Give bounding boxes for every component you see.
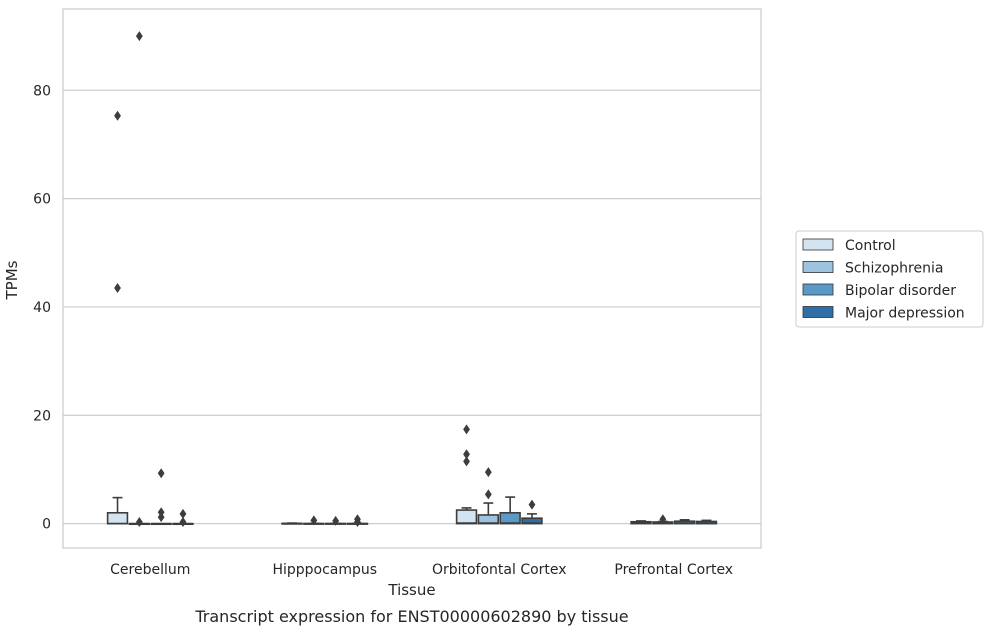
outlier-point	[157, 507, 165, 518]
box-group	[281, 522, 303, 525]
box-body	[455, 509, 478, 525]
y-tick-label: 60	[33, 192, 51, 208]
outlier-point	[310, 515, 318, 526]
box-group	[521, 499, 543, 525]
x-tick-label: Orbitofontal Cortex	[432, 562, 567, 578]
box-group	[630, 520, 652, 525]
outlier-point	[484, 489, 492, 500]
outlier-point	[354, 514, 361, 525]
outlier-point	[114, 282, 121, 293]
box-group	[673, 519, 696, 525]
y-tick-label: 40	[33, 300, 51, 316]
legend-label: Control	[845, 238, 896, 254]
x-tick-label: Hipppocampus	[272, 562, 377, 578]
y-tick-label: 20	[33, 408, 51, 424]
outlier-point	[463, 449, 470, 460]
legend-swatch	[802, 261, 834, 273]
box-group	[324, 515, 347, 526]
legend-swatch	[802, 283, 834, 296]
plot-frame	[62, 8, 762, 549]
y-tick-labels: 0 20 40 60 80	[33, 83, 51, 532]
x-tick-label: Prefrontal Cortex	[614, 562, 733, 578]
y-tick-label: 0	[42, 517, 51, 533]
outlier-point	[135, 516, 143, 527]
outlier-point	[179, 508, 187, 519]
box-body	[106, 511, 129, 525]
box-group	[150, 468, 172, 526]
outlier-point	[528, 499, 536, 510]
box-group	[695, 519, 718, 525]
outlier-point	[114, 110, 121, 121]
box-group	[128, 31, 151, 527]
legend-frame	[795, 230, 984, 328]
box-group	[303, 515, 325, 526]
outlier-point	[332, 515, 340, 526]
box-group	[499, 496, 521, 525]
box-group	[477, 467, 500, 525]
box-group	[455, 424, 478, 525]
legend-label: Major depression	[845, 306, 965, 322]
legend-swatch	[802, 238, 834, 251]
legend: Control Schizophrenia Bipolar disorder Majo…	[795, 230, 984, 328]
box-group	[346, 514, 369, 527]
legend-swatch	[802, 306, 834, 318]
legend-label: Schizophrenia	[845, 261, 943, 277]
x-tick-label: Cerebellum	[110, 562, 190, 578]
box-group	[652, 514, 674, 525]
box-layer	[106, 31, 718, 527]
legend-label: Bipolar disorder	[845, 283, 956, 299]
box-group	[106, 110, 129, 525]
outlier-point	[179, 516, 187, 527]
outlier-point	[463, 424, 470, 435]
box-group	[172, 508, 194, 527]
box-body	[499, 511, 521, 525]
outlier-point	[135, 31, 143, 42]
outlier-point	[157, 468, 165, 479]
chart-title: Transcript expression for ENST0000060289…	[194, 607, 628, 626]
outlier-point	[484, 467, 492, 478]
outlier-point	[659, 514, 667, 525]
x-axis-label: Tissue	[387, 581, 435, 599]
outlier-point	[463, 456, 470, 467]
y-tick-label: 80	[33, 83, 51, 99]
x-tick-labels: Cerebellum Hipppocampus Orbitofontal Corte…	[110, 562, 733, 578]
y-axis-label: TPMs	[3, 260, 21, 300]
